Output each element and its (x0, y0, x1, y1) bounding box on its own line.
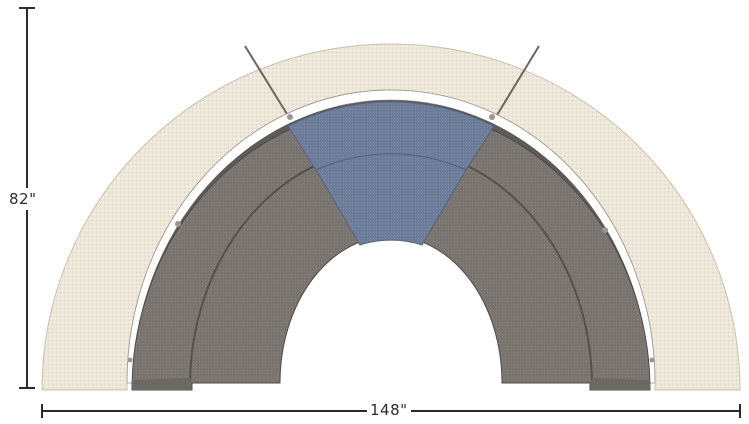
outer-panel-seam-right (496, 45, 540, 116)
connectors (127, 114, 655, 363)
sectional-right-arm (590, 378, 650, 390)
width-label: 148" (367, 401, 411, 419)
height-label: 82" (9, 188, 37, 210)
blue-wedge-seat (315, 153, 467, 246)
sectional-sofa (131, 100, 651, 391)
outer-panel-seam-left (244, 45, 288, 115)
sectional-base (131, 106, 651, 391)
sectional-left-arm (132, 378, 192, 390)
sectional-center-blue (287, 101, 495, 246)
